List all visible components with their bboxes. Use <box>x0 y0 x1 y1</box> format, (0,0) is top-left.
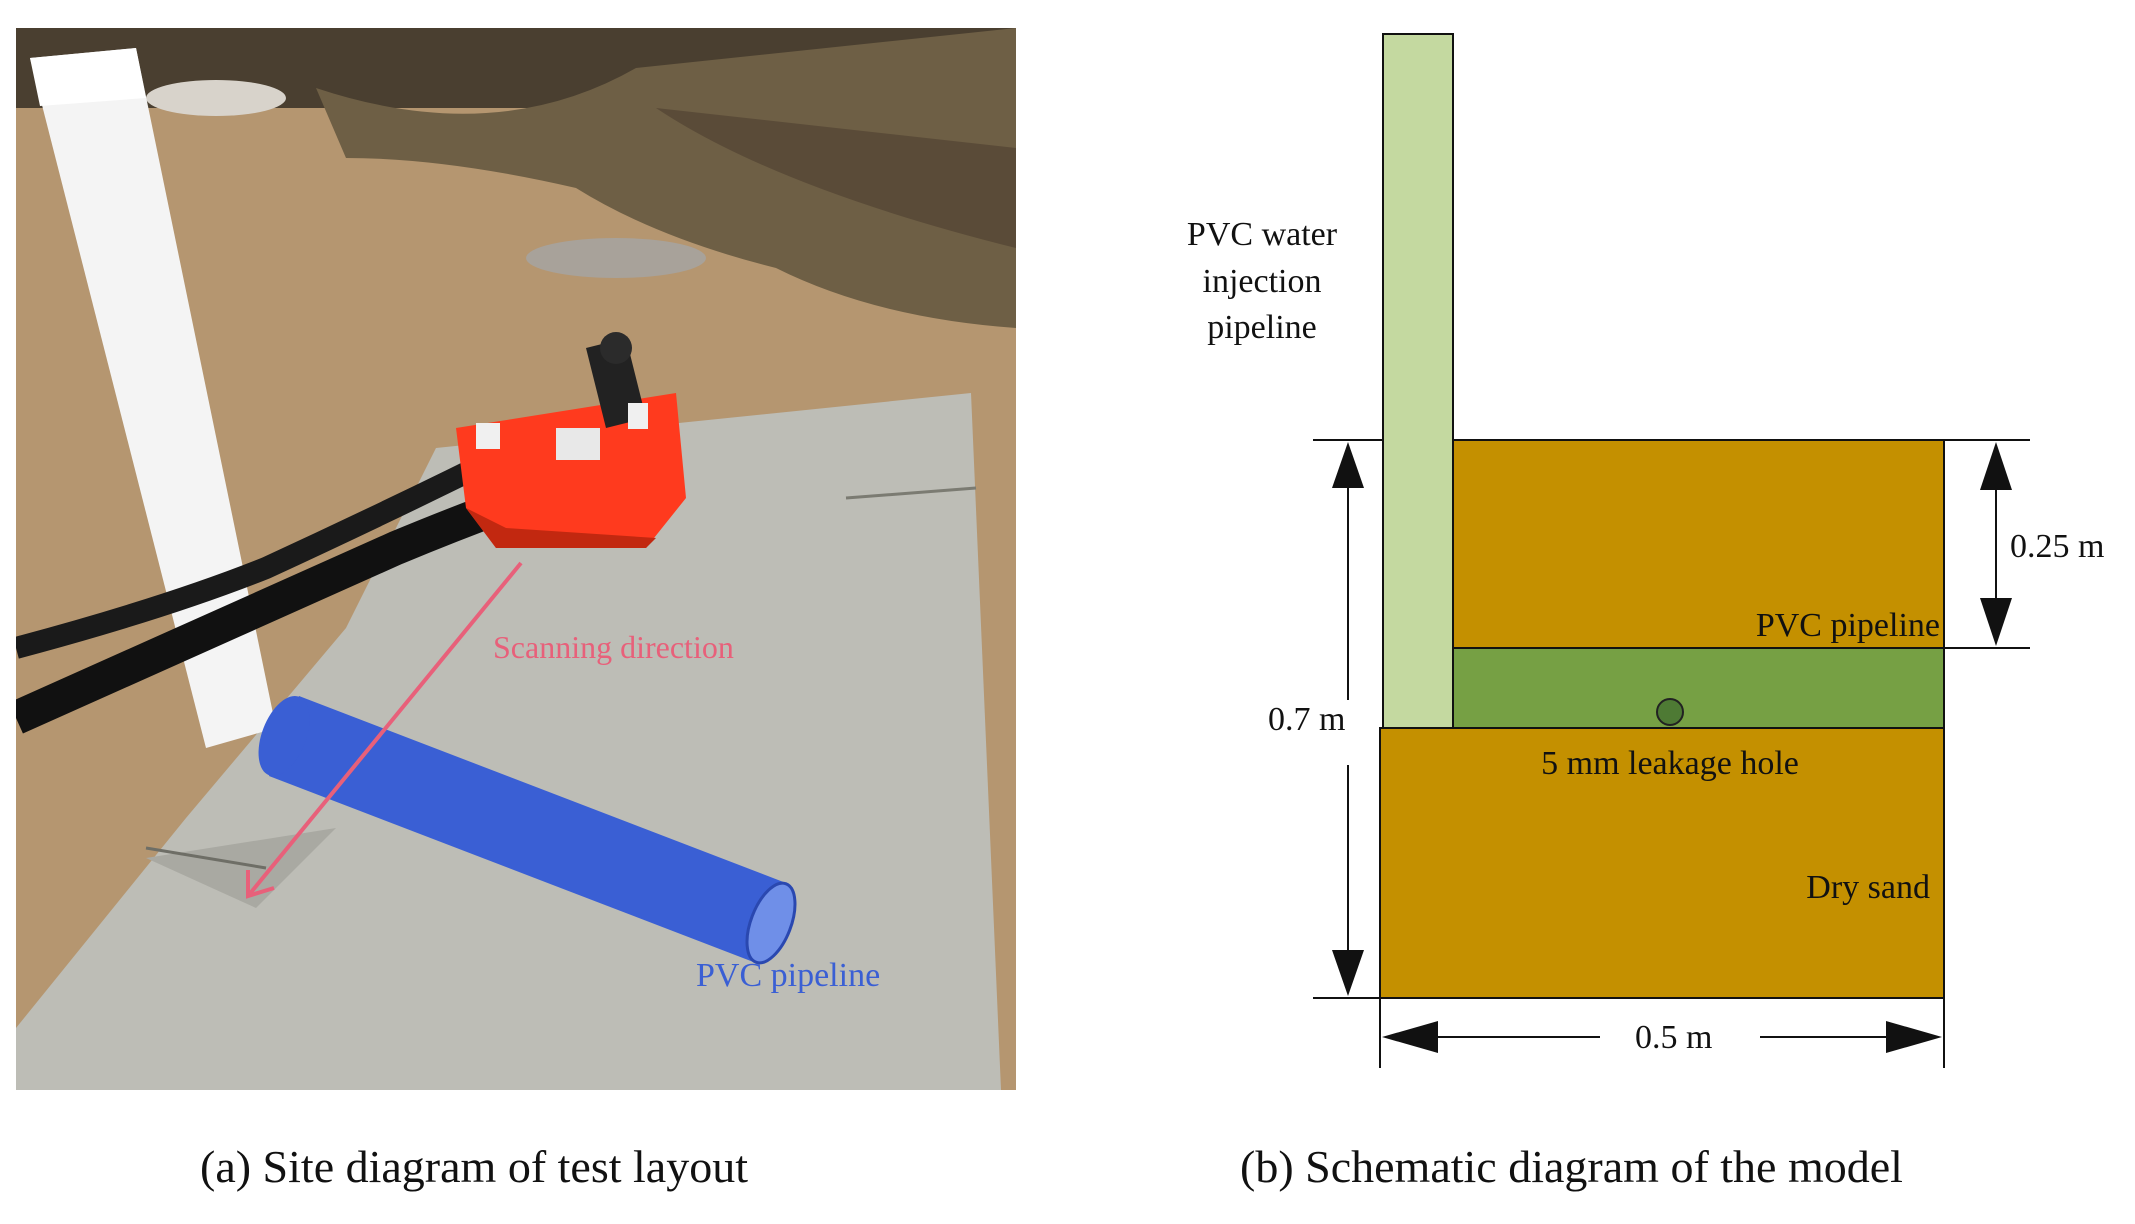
caption-panel-a: (a) Site diagram of test layout <box>200 1141 749 1192</box>
dry-sand-block <box>1379 727 1945 999</box>
injection-label-line2: injection <box>1203 263 1322 300</box>
scan-direction-arrow <box>246 561 523 899</box>
rubble <box>146 80 286 116</box>
top-depth-label: 0.25 m <box>2010 528 2104 565</box>
injection-label-line3: pipeline <box>1207 309 1317 346</box>
scan-direction-label: Scanning direction <box>493 629 734 665</box>
caption-panel-b: (b) Schematic diagram of the model <box>1240 1141 1903 1192</box>
leak-hole-label: 5 mm leakage hole <box>1541 745 1799 782</box>
total-depth-dimension <box>1332 442 1364 996</box>
dry-bushes <box>316 28 1016 328</box>
white-injection-pipe <box>30 48 276 748</box>
pvc-pipeline-schematic-label: PVC pipeline <box>1756 607 1940 644</box>
width-dimension <box>1382 1021 1942 1053</box>
dry-sand-label: Dry sand <box>1806 869 1930 906</box>
pipeline-layer <box>1452 647 1945 729</box>
model-schematic: 0.7 m 0.25 m 0.5 m PVC water injection p… <box>1187 33 2104 1068</box>
top-depth-dimension <box>1980 442 2012 646</box>
gpr-device <box>456 393 686 548</box>
site-photo: Scanning direction PVC pipeline <box>16 28 1016 1090</box>
leak-hole-marker <box>1656 698 1684 726</box>
injection-pipe <box>1382 33 1454 729</box>
width-label: 0.5 m <box>1635 1019 1712 1056</box>
pvc-pipeline-label: PVC pipeline <box>696 957 880 994</box>
pvc-pipeline-illustration <box>258 696 797 965</box>
total-depth-label: 0.7 m <box>1268 701 1345 738</box>
injection-label-line1: PVC water <box>1187 216 1338 253</box>
upper-sand-block <box>1452 439 1945 649</box>
